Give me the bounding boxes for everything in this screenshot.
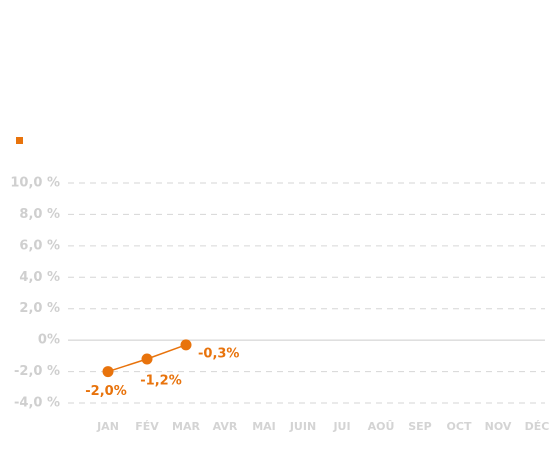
y-tick-label: 10,0 %	[10, 176, 60, 191]
x-tick-label: JUIN	[289, 420, 316, 433]
point	[180, 339, 192, 351]
x-tick-label: AOÛ	[368, 420, 395, 433]
y-tick-label: 8,0 %	[19, 207, 60, 222]
x-tick-label: JUI	[332, 420, 350, 433]
x-tick-label: SEP	[408, 420, 432, 433]
x-tick-label: MAR	[172, 420, 200, 433]
x-tick-label: AVR	[213, 420, 238, 433]
point	[102, 366, 114, 378]
y-tick-label: 4,0 %	[19, 270, 60, 285]
point	[141, 353, 153, 365]
y-tick-label: -4,0 %	[14, 396, 60, 411]
x-tick-label: FÉV	[135, 420, 159, 433]
y-tick-label: 6,0 %	[19, 238, 60, 253]
y-tick-label: -2,0 %	[14, 364, 60, 379]
x-tick-label: OCT	[447, 420, 472, 433]
x-tick-label: DÉC	[525, 420, 550, 433]
x-tick-label: MAI	[252, 420, 276, 433]
x-tick-label: JAN	[96, 420, 119, 433]
value-label: -2,0%	[85, 384, 126, 399]
y-tick-label: 0%	[38, 333, 60, 348]
legend-swatch	[16, 137, 23, 144]
y-tick-label: 2,0 %	[19, 301, 60, 316]
value-label: -0,3%	[198, 346, 239, 361]
value-label: -1,2%	[140, 374, 181, 389]
x-tick-label: NOV	[485, 420, 512, 433]
